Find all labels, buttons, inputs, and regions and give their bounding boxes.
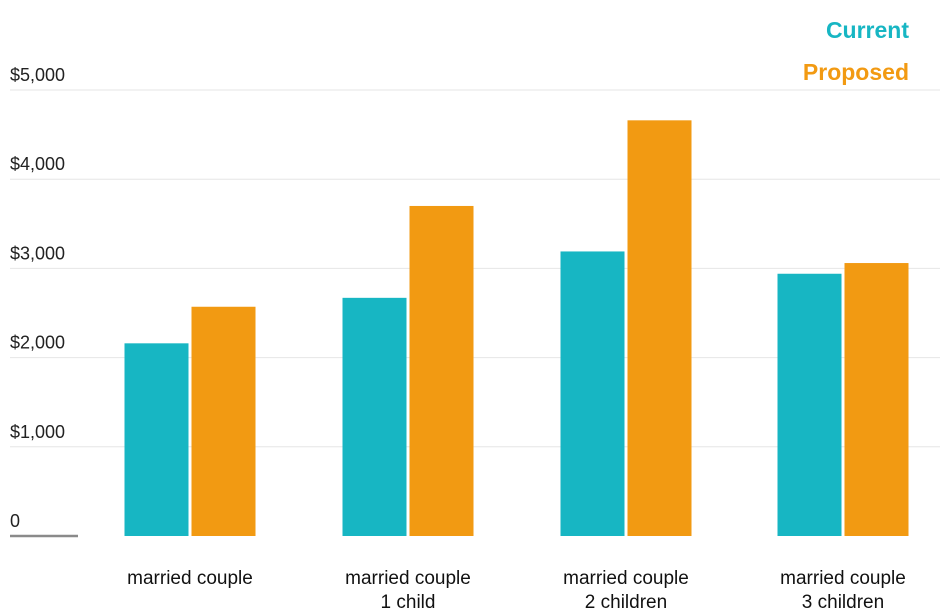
bar-current-2: [342, 297, 407, 536]
bar-proposed-2: [409, 205, 474, 536]
x-category-label: 3 children: [802, 592, 884, 612]
y-tick-label: $2,000: [10, 333, 65, 353]
x-category-label: married couple: [127, 568, 253, 589]
y-tick-label: $4,000: [10, 154, 65, 174]
bar-proposed-4: [844, 263, 909, 536]
bars: [124, 120, 909, 536]
bar-proposed-3: [627, 120, 692, 536]
x-axis-categories: married couple married couple 1 child marri…: [127, 568, 906, 612]
y-tick-label: $5,000: [10, 65, 65, 85]
bar-current-4: [777, 273, 842, 536]
x-category-label: 2 children: [585, 592, 667, 612]
bar-current-1: [124, 343, 189, 536]
bar-proposed-1: [191, 306, 256, 536]
x-category-label: 1 child: [381, 592, 436, 612]
legend-label-current: Current: [826, 17, 909, 43]
bar-current-3: [560, 251, 625, 536]
legend-label-proposed: Proposed: [803, 59, 909, 85]
y-tick-label: $1,000: [10, 422, 65, 442]
legend: Current Proposed: [803, 17, 909, 85]
y-axis: 0 $1,000 $2,000 $3,000 $4,000 $5,000: [10, 65, 65, 531]
y-tick-label: 0: [10, 511, 20, 531]
x-category-label: married couple: [780, 568, 906, 589]
y-tick-label: $3,000: [10, 243, 65, 263]
x-category-label: married couple: [563, 568, 689, 589]
x-category-label: married couple: [345, 568, 471, 589]
